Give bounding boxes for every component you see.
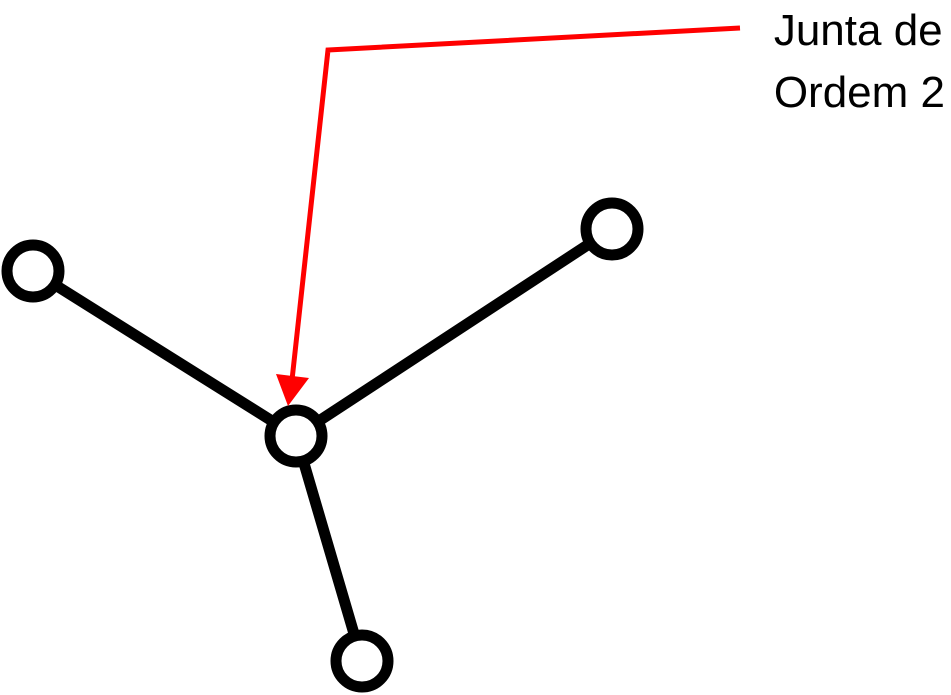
link-center-top-right	[290, 223, 618, 442]
annotation-arrowhead	[276, 374, 309, 406]
node-top-left	[1, 239, 65, 303]
node-top-right	[580, 197, 644, 261]
annotation-label: Junta de Ordem 2	[774, 0, 945, 124]
annotation-arrow-line	[289, 25, 741, 381]
node-bottom	[330, 629, 394, 693]
annotation-label-line1: Junta de	[773, 6, 943, 55]
link-center-bottom	[290, 430, 368, 667]
annotation-label-line2: Ordem 2	[773, 68, 945, 117]
link-center-top-left	[27, 265, 302, 442]
node-center	[264, 404, 328, 468]
